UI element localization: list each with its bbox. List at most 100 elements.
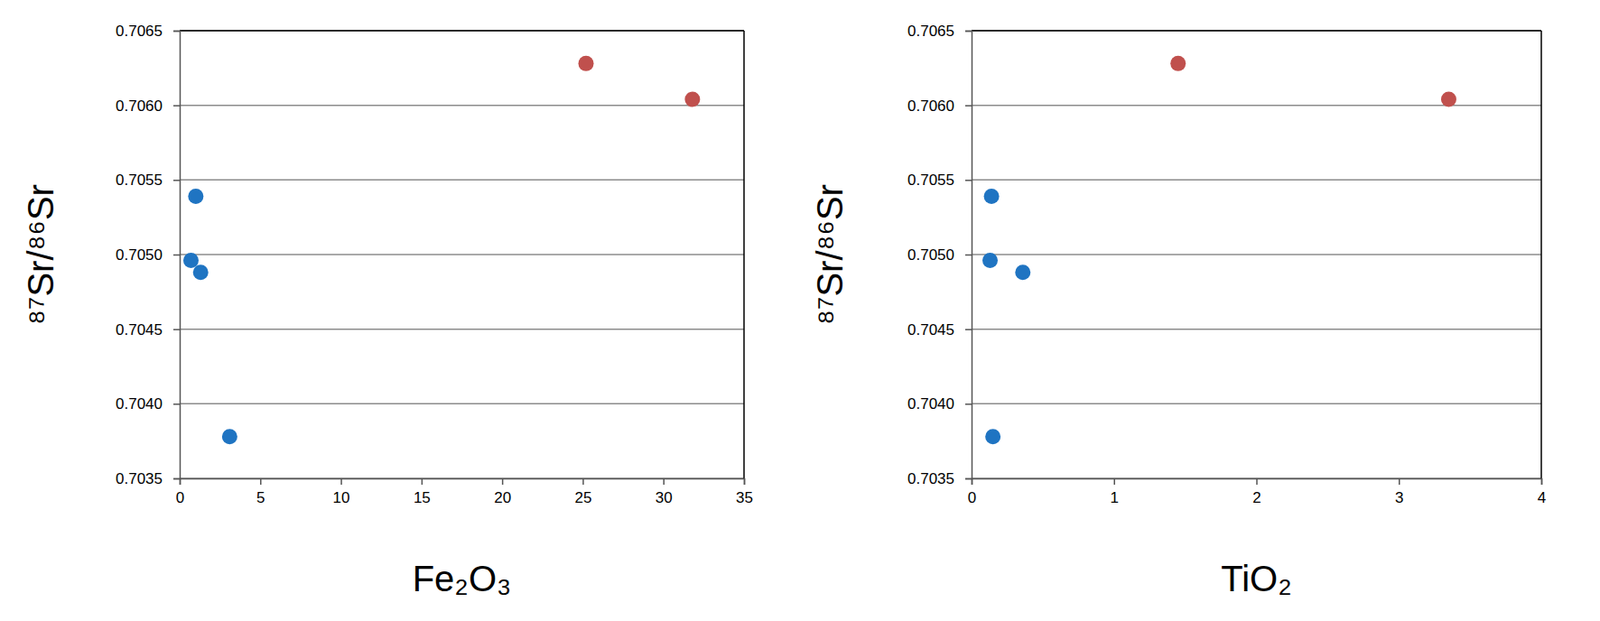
point (1441, 92, 1457, 108)
tick: 0.7035 (907, 470, 972, 488)
tick: 35 (735, 478, 754, 507)
grid-line (971, 104, 1542, 107)
tick: 0.7060 (907, 97, 972, 115)
point (578, 55, 595, 72)
point (222, 428, 238, 445)
tick-mark (1114, 478, 1117, 485)
tick-mark (1255, 478, 1258, 485)
x-axis-title: Fe₂O₃ (412, 558, 512, 599)
tick: 30 (655, 478, 673, 507)
y-axis-title: ⁸⁷Sr/⁸⁶Sr (20, 184, 61, 326)
tick: 0.7065 (907, 22, 972, 40)
tick: 5 (256, 478, 265, 507)
tick-label: 0.7060 (115, 97, 163, 115)
tick-label: 0.7035 (907, 470, 955, 488)
frame (1540, 30, 1543, 479)
tick-mark (173, 30, 180, 33)
frame (743, 30, 745, 479)
tick: 0.7050 (907, 246, 972, 264)
grid-line (179, 328, 745, 331)
tick-label: 0.7045 (115, 321, 163, 339)
tick: 0.7040 (115, 395, 180, 413)
tick-mark (965, 254, 972, 257)
tick: 0.7065 (115, 22, 180, 40)
tick: 0.7045 (907, 321, 972, 339)
tick: 0.7045 (115, 321, 180, 339)
tick-mark (965, 328, 972, 331)
tick-mark (173, 403, 180, 406)
tick: 0.7040 (907, 395, 972, 413)
tick: 0.7050 (115, 246, 180, 264)
grid-line (179, 403, 745, 406)
tick: 0.7060 (115, 97, 180, 115)
grid-line (179, 104, 745, 107)
tick: 20 (493, 478, 512, 507)
y-axis: 0.7035 0.7040 0.7045 0.7050 0.7055 0.7060 0.70… (907, 22, 973, 488)
point (193, 264, 209, 280)
tick: 10 (333, 478, 351, 507)
tick-label: 0.7065 (115, 22, 163, 40)
tick-mark (1398, 478, 1401, 485)
tick-label: 0.7045 (907, 321, 955, 339)
point (1014, 264, 1031, 280)
tick-label: 1 (1110, 489, 1119, 507)
tick-label: 0 (967, 489, 977, 507)
tick-mark (340, 478, 343, 485)
tick-mark (173, 328, 180, 331)
tick-mark (421, 478, 424, 485)
points (982, 55, 1457, 445)
tick-label: 0.7055 (907, 171, 955, 189)
axis-line (972, 479, 1543, 486)
chart: 0 1 2 3 4 0.7035 0.7040 0.7045 0.7050 0.7055 0.706… (809, 22, 1547, 599)
tick-mark (173, 104, 180, 107)
axis-line (180, 479, 745, 486)
grid-line (971, 29, 1542, 32)
tick-mark (965, 30, 972, 33)
chart: 051015202530350.70350.70400.70450.70500.… (20, 22, 754, 599)
tick-mark (260, 478, 262, 485)
x-axis-title: TiO₂ (1220, 558, 1292, 599)
tick: 4 (1537, 478, 1546, 507)
tick-label: 20 (493, 489, 512, 507)
tick-label: 0.7060 (907, 97, 955, 115)
tick-mark (502, 478, 504, 485)
tick-mark (965, 478, 972, 481)
point (1170, 55, 1186, 72)
tick-label: 2 (1252, 489, 1261, 507)
tick: 0 (176, 478, 185, 507)
point (684, 92, 700, 108)
tick: 0.7055 (115, 171, 180, 189)
point (985, 428, 1001, 445)
tick-mark (744, 478, 746, 485)
grid-line (179, 179, 745, 182)
axis-line (965, 31, 973, 480)
tick-label: 30 (655, 489, 673, 507)
tick-label: 0 (176, 489, 185, 507)
frame (179, 29, 745, 32)
point (183, 252, 199, 269)
tick-label: 5 (256, 489, 265, 507)
tick: 2 (1252, 478, 1261, 507)
frame (971, 29, 1542, 32)
figure: 051015202530350.70350.70400.70450.70500.… (0, 0, 1600, 621)
grid-line (179, 253, 745, 256)
points (183, 55, 700, 445)
tick: 1 (1110, 478, 1119, 507)
point (984, 188, 1000, 205)
tick-label: 35 (735, 489, 754, 507)
tick-mark (965, 179, 972, 182)
y-axis: 0.70350.70400.70450.70500.70550.70600.70… (115, 22, 181, 488)
grid-line (179, 29, 745, 32)
x-axis: 0 1 2 3 4 (967, 478, 1546, 507)
tick-label: 0.7050 (115, 246, 163, 264)
tick-mark (965, 403, 972, 406)
tick-mark (173, 478, 180, 481)
tick-label: 0.7055 (115, 171, 163, 189)
tick-mark (582, 478, 585, 485)
tick: 0.7055 (907, 171, 972, 189)
tick: 15 (413, 478, 431, 507)
grid-line (971, 253, 1542, 256)
tick: 3 (1395, 478, 1404, 507)
grid (971, 30, 1542, 479)
grid-line (971, 179, 1542, 182)
